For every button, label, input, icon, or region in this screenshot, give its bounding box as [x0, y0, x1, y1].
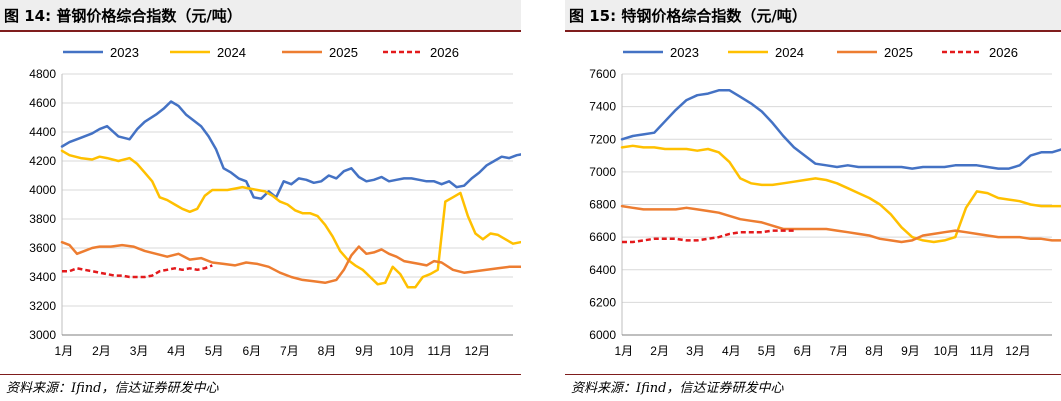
y-tick-label: 6800	[589, 198, 616, 212]
y-tick-label: 7600	[589, 67, 616, 81]
x-tick-label: 7月	[280, 344, 299, 358]
y-tick-label: 4600	[29, 96, 56, 110]
special-steel-price-index-chart: 6000 6200 6400 6600 6800 7000 7200 7400 7600 1月 2月…	[589, 45, 1061, 358]
y-tick-label: 3000	[29, 328, 56, 342]
y-tick-label: 4800	[29, 67, 56, 81]
x-tick-label: 1月	[55, 344, 74, 358]
legend-label-2023: 2023	[110, 45, 139, 60]
legend-label-2024: 2024	[217, 45, 246, 60]
x-tick-label: 10月	[934, 344, 959, 358]
legend-label-2025: 2025	[884, 45, 913, 60]
series-line-2026	[62, 264, 213, 279]
title-divider	[565, 30, 1061, 32]
x-tick-label: 7月	[829, 344, 848, 358]
legend-label-2026: 2026	[989, 45, 1018, 60]
x-tick-label: 12月	[1005, 344, 1030, 358]
y-tick-label: 7400	[589, 100, 616, 114]
y-tick-label: 3400	[29, 270, 56, 284]
x-tick-label: 2月	[92, 344, 111, 358]
steel-price-index-chart: 3000 3200 3400 3600 3800 4000 4200 4400 4600 4800…	[29, 45, 521, 358]
x-tick-label: 10月	[389, 344, 414, 358]
figure-title-bar: 图 14: 普钢价格综合指数（元/吨）	[0, 0, 521, 30]
y-tick-label: 4200	[29, 154, 56, 168]
series-line-2024	[60, 149, 521, 289]
figure-title-bar: 图 15: 特钢价格综合指数（元/吨）	[565, 0, 1061, 30]
x-tick-label: 6月	[242, 344, 261, 358]
series-line-2025	[620, 204, 1061, 244]
x-tick-label: 9月	[901, 344, 920, 358]
y-tick-label: 3200	[29, 299, 56, 313]
x-tick-label: 8月	[318, 344, 337, 358]
x-tick-label: 2月	[650, 344, 669, 358]
x-tick-label: 3月	[130, 344, 149, 358]
figure-title: 图 14: 普钢价格综合指数（元/吨）	[4, 7, 242, 25]
series-line-2023	[60, 100, 521, 200]
y-tick-label: 4000	[29, 183, 56, 197]
source-note: 资料来源：Ifind，信达证券研发中心	[6, 381, 219, 396]
series-line-2023	[620, 89, 1061, 170]
x-tick-label: 6月	[794, 344, 813, 358]
y-tick-label: 6000	[589, 328, 616, 342]
figure-15-panel: 图 15: 特钢价格综合指数（元/吨） 6000 6200 6400 6600 6800…	[565, 0, 1061, 401]
figure-14-panel: 图 14: 普钢价格综合指数（元/吨） 3000 3200 3400 3600 3800…	[0, 0, 521, 401]
y-tick-label: 7000	[589, 165, 616, 179]
y-tick-label: 3800	[29, 212, 56, 226]
source-divider	[565, 374, 1061, 375]
x-tick-label: 5月	[758, 344, 777, 358]
y-tick-label: 6400	[589, 263, 616, 277]
source-divider	[0, 374, 521, 375]
legend-label-2026: 2026	[430, 45, 459, 60]
series-line-2025	[60, 240, 521, 285]
x-tick-label: 11月	[427, 344, 451, 358]
y-tick-label: 7200	[589, 132, 616, 146]
legend-label-2025: 2025	[329, 45, 358, 60]
x-tick-label: 4月	[167, 344, 186, 358]
y-tick-label: 3600	[29, 241, 56, 255]
series-line-2024	[620, 144, 1061, 244]
x-tick-label: 4月	[722, 344, 741, 358]
x-tick-label: 11月	[970, 344, 994, 358]
source-note: 资料来源：Ifind，信达证券研发中心	[571, 381, 784, 396]
y-tick-label: 6600	[589, 230, 616, 244]
y-tick-label: 4400	[29, 125, 56, 139]
x-tick-label: 1月	[614, 344, 633, 358]
x-tick-label: 8月	[865, 344, 884, 358]
legend-label-2023: 2023	[670, 45, 699, 60]
x-tick-label: 9月	[355, 344, 374, 358]
title-divider	[0, 30, 521, 32]
figure-title: 图 15: 特钢价格综合指数（元/吨）	[569, 7, 807, 25]
y-tick-label: 6200	[589, 295, 616, 309]
x-tick-label: 3月	[686, 344, 705, 358]
series-line-2026	[622, 229, 794, 244]
legend-label-2024: 2024	[775, 45, 804, 60]
x-tick-label: 5月	[205, 344, 224, 358]
x-tick-label: 12月	[465, 344, 490, 358]
